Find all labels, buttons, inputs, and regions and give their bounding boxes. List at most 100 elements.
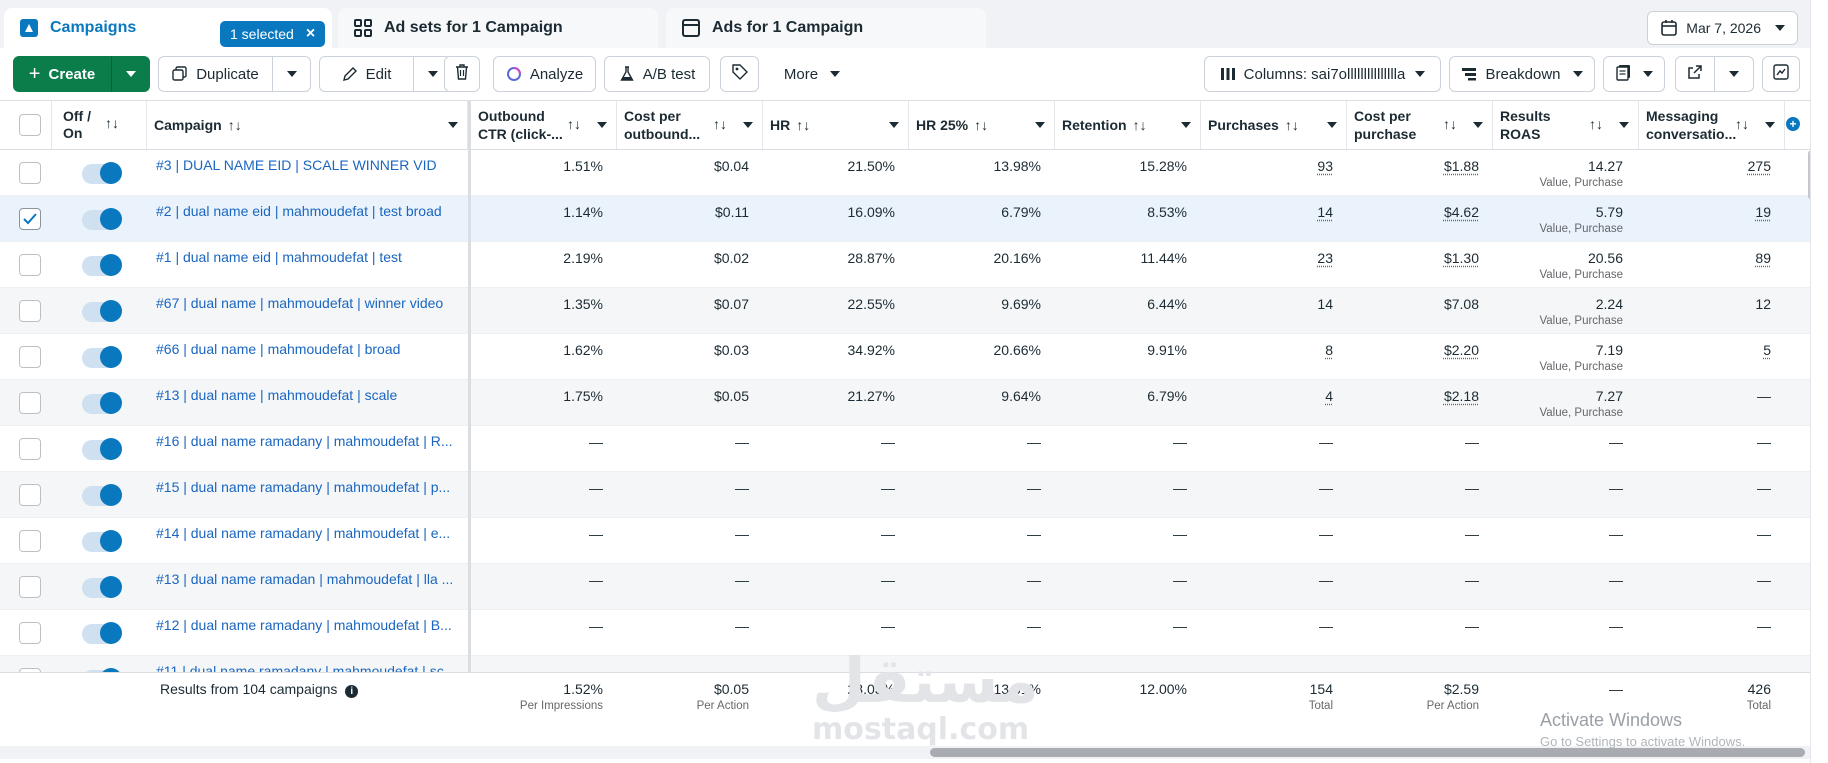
sort-icon[interactable]: ↑↓ <box>567 116 581 132</box>
sort-icon[interactable]: ↑↓ <box>1132 117 1147 133</box>
chevron-down-icon[interactable] <box>597 122 607 128</box>
cell-pur[interactable]: 93 <box>1201 150 1333 196</box>
chevron-down-icon[interactable] <box>1473 122 1483 128</box>
cell-cpp[interactable]: $1.30 <box>1347 242 1479 288</box>
table-row[interactable]: #15 | dual name ramadany | mahmoudefat |… <box>0 472 1810 518</box>
cell-msg[interactable]: — <box>1639 426 1771 472</box>
campaign-name-link[interactable]: #2 | dual name eid | mahmoudefat | test … <box>156 203 442 219</box>
ab-test-button[interactable]: A/B test <box>604 56 710 92</box>
header-campaign[interactable]: Campaign ↑↓ <box>147 101 468 149</box>
cell-msg[interactable]: 5 <box>1639 334 1771 380</box>
campaign-toggle[interactable] <box>82 392 122 414</box>
clear-selection-icon[interactable]: × <box>305 25 316 42</box>
delete-button[interactable] <box>444 56 480 92</box>
table-row[interactable]: #13 | dual name | mahmoudefat | scale 1.7… <box>0 380 1810 426</box>
row-checkbox[interactable] <box>19 530 41 552</box>
tab-ad-sets[interactable]: Ad sets for 1 Campaign <box>338 8 658 48</box>
cell-msg[interactable]: — <box>1639 518 1771 564</box>
cell-msg[interactable]: 19 <box>1639 196 1771 242</box>
cell-pur[interactable]: — <box>1201 426 1333 472</box>
row-checkbox[interactable] <box>19 392 41 414</box>
row-checkbox[interactable] <box>19 208 41 230</box>
header-hr25[interactable]: HR 25% ↑↓ <box>909 101 1055 149</box>
campaign-name-link[interactable]: #13 | dual name | mahmoudefat | scale <box>156 387 398 403</box>
cell-msg[interactable]: 275 <box>1639 150 1771 196</box>
chevron-down-icon[interactable] <box>889 122 899 128</box>
row-checkbox[interactable] <box>19 622 41 644</box>
campaign-toggle[interactable] <box>82 530 122 552</box>
chevron-down-icon[interactable] <box>1619 122 1629 128</box>
cell-pur[interactable]: — <box>1201 472 1333 518</box>
header-hr[interactable]: HR ↑↓ <box>763 101 909 149</box>
campaign-name-link[interactable]: #16 | dual name ramadany | mahmoudefat |… <box>156 433 453 449</box>
campaign-toggle[interactable] <box>82 346 122 368</box>
row-checkbox[interactable] <box>19 346 41 368</box>
row-checkbox[interactable] <box>19 576 41 598</box>
cell-pur[interactable]: 23 <box>1201 242 1333 288</box>
row-checkbox[interactable] <box>19 484 41 506</box>
cell-msg[interactable]: 89 <box>1639 242 1771 288</box>
cell-msg[interactable]: — <box>1639 472 1771 518</box>
cell-pur[interactable]: 14 <box>1201 196 1333 242</box>
cell-cpp[interactable]: — <box>1347 610 1479 656</box>
chevron-down-icon[interactable] <box>1035 122 1045 128</box>
sort-icon[interactable]: ↑↓ <box>1284 117 1299 133</box>
sort-icon[interactable]: ↑↓ <box>1443 116 1457 132</box>
row-checkbox[interactable] <box>19 668 41 672</box>
more-button[interactable]: More <box>770 56 854 92</box>
table-row[interactable]: #12 | dual name ramadany | mahmoudefat |… <box>0 610 1810 656</box>
tag-button[interactable] <box>720 56 759 92</box>
cell-cpp[interactable]: — <box>1347 426 1479 472</box>
campaign-name-link[interactable]: #3 | DUAL NAME EID | SCALE WINNER VID <box>156 157 437 173</box>
header-outbound-ctr[interactable]: Outbound CTR (click-... ↑↓ <box>471 101 617 149</box>
header-retention[interactable]: Retention ↑↓ <box>1055 101 1201 149</box>
header-purchases[interactable]: Purchases ↑↓ <box>1201 101 1347 149</box>
campaign-name-link[interactable]: #15 | dual name ramadany | mahmoudefat |… <box>156 479 451 495</box>
export-button[interactable] <box>1675 56 1715 92</box>
cell-pur[interactable]: — <box>1201 610 1333 656</box>
date-picker[interactable]: Mar 7, 2026 <box>1647 11 1798 45</box>
row-checkbox[interactable] <box>19 438 41 460</box>
campaign-toggle[interactable] <box>82 622 122 644</box>
chevron-down-icon[interactable] <box>1327 122 1337 128</box>
campaign-toggle[interactable] <box>82 484 122 506</box>
campaign-name-link[interactable]: #12 | dual name ramadany | mahmoudefat |… <box>156 617 452 633</box>
create-button[interactable]: + Create <box>13 56 111 92</box>
table-row[interactable]: #13 | dual name ramadan | mahmoudefat | … <box>0 564 1810 610</box>
breakdown-button[interactable]: Breakdown <box>1449 56 1595 92</box>
tab-ads[interactable]: Ads for 1 Campaign <box>666 8 986 48</box>
chevron-down-icon[interactable] <box>448 122 458 128</box>
campaign-name-link[interactable]: #14 | dual name ramadany | mahmoudefat |… <box>156 525 451 541</box>
cell-msg[interactable]: — <box>1639 610 1771 656</box>
analyze-button[interactable]: Analyze <box>493 56 596 92</box>
cell-cpp[interactable]: — <box>1347 564 1479 610</box>
cell-cpp[interactable]: $2.18 <box>1347 380 1479 426</box>
add-column-icon[interactable]: + <box>1786 117 1800 131</box>
campaign-name-link[interactable]: #13 | dual name ramadan | mahmoudefat | … <box>156 571 454 587</box>
sort-icon[interactable]: ↑↓ <box>227 117 242 133</box>
sort-icon[interactable]: ↑↓ <box>1735 116 1749 132</box>
cell-cpp[interactable] <box>1347 656 1479 672</box>
create-dropdown-button[interactable] <box>111 56 150 92</box>
campaign-name-link[interactable]: #66 | dual name | mahmoudefat | broad <box>156 341 401 357</box>
cell-cpp[interactable]: — <box>1347 472 1479 518</box>
table-row[interactable]: #3 | DUAL NAME EID | SCALE WINNER VID 1.5… <box>0 150 1810 196</box>
cell-pur[interactable]: — <box>1201 518 1333 564</box>
cell-pur[interactable] <box>1201 656 1333 672</box>
row-checkbox[interactable] <box>19 300 41 322</box>
campaign-toggle[interactable] <box>82 208 122 230</box>
cell-cpp[interactable]: $2.20 <box>1347 334 1479 380</box>
cell-cpp[interactable]: $7.08 <box>1347 288 1479 334</box>
horizontal-scrollbar[interactable] <box>930 748 1805 757</box>
cell-msg[interactable]: — <box>1639 380 1771 426</box>
info-icon[interactable]: i <box>345 685 359 698</box>
cell-pur[interactable]: 4 <box>1201 380 1333 426</box>
header-cost-per-purchase[interactable]: Cost per purchase ↑↓ <box>1347 101 1493 149</box>
cell-cpp[interactable]: — <box>1347 518 1479 564</box>
table-row[interactable]: #14 | dual name ramadany | mahmoudefat |… <box>0 518 1810 564</box>
campaign-toggle[interactable] <box>82 576 122 598</box>
export-dropdown-button[interactable] <box>1714 56 1754 92</box>
header-results-roas[interactable]: Results ROAS ↑↓ <box>1493 101 1639 149</box>
row-checkbox[interactable] <box>19 254 41 276</box>
campaign-name-link[interactable]: #11 | dual name ramadany | mahmoudefat |… <box>156 663 456 672</box>
